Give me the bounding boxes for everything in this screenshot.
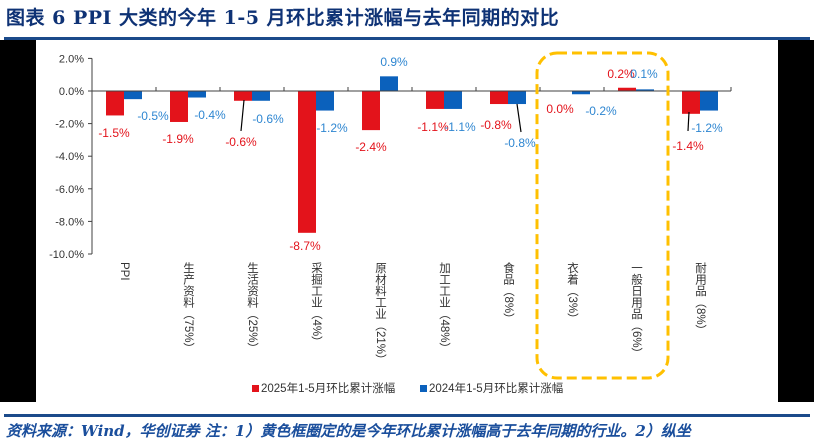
category-label: 生活资料（25%） bbox=[246, 261, 259, 354]
category-label: 食品（8%） bbox=[502, 261, 515, 325]
category-label: 原材料工业（21%） bbox=[374, 262, 387, 366]
bar bbox=[170, 91, 188, 122]
bar bbox=[636, 89, 654, 91]
data-label-2024: -1.2% bbox=[316, 121, 348, 135]
bar bbox=[618, 87, 636, 91]
y-tick-label: -6.0% bbox=[55, 184, 84, 196]
bars bbox=[106, 76, 718, 233]
category-labels: PPI 生产资料（75%） 生活资料（25%） 采掘工业（4%） 原材料工业（21%） 加… bbox=[118, 261, 707, 365]
data-label-2024: -0.8% bbox=[504, 136, 536, 150]
bar bbox=[188, 91, 206, 98]
bar bbox=[106, 91, 124, 116]
bar bbox=[444, 91, 462, 109]
category-label: 采掘工业（4%） bbox=[310, 262, 323, 348]
bar bbox=[316, 91, 334, 111]
data-label-2024: -0.5% bbox=[137, 109, 169, 123]
bar bbox=[124, 91, 142, 100]
leader-line bbox=[516, 103, 522, 133]
y-tick-label: -10.0% bbox=[49, 249, 84, 261]
highlight-box bbox=[535, 51, 670, 380]
category-label: 加工工业（48%） bbox=[438, 262, 451, 354]
leader-line bbox=[687, 111, 690, 132]
legend-swatch-2024 bbox=[420, 385, 427, 392]
data-label-2024: 0.9% bbox=[380, 55, 408, 69]
category-label: PPI bbox=[118, 262, 130, 281]
y-tick-label: 0.0% bbox=[59, 86, 84, 98]
footer-divider bbox=[4, 414, 810, 417]
data-label-2025: -2.4% bbox=[355, 140, 387, 154]
bar bbox=[380, 76, 398, 91]
bar bbox=[252, 91, 270, 101]
bar bbox=[508, 91, 526, 105]
bar bbox=[682, 91, 700, 114]
bar bbox=[572, 91, 590, 95]
leader-line bbox=[240, 99, 245, 132]
legend-label-2025: 2025年1-5月环比累计涨幅 bbox=[261, 381, 395, 395]
data-label-2025: -1.1% bbox=[417, 120, 449, 134]
legend: 2025年1-5月环比累计涨幅 2024年1-5月环比累计涨幅 bbox=[252, 381, 563, 395]
title-divider bbox=[4, 37, 810, 40]
category-label: 生产资料（75%） bbox=[182, 261, 195, 354]
y-tick-label: -2.0% bbox=[55, 119, 84, 131]
legend-swatch-2025 bbox=[252, 385, 259, 392]
data-labels: -1.5% -0.5% -1.9%-0.4% -0.6% -0.6% -8.7% -1.2%… bbox=[98, 55, 723, 253]
bar bbox=[234, 91, 252, 101]
data-label-2024: -1.1% bbox=[444, 120, 476, 134]
data-label-2025: -1.5% bbox=[98, 126, 130, 140]
data-label-2024: -0.4% bbox=[194, 108, 226, 122]
data-label-2025: -1.9% bbox=[162, 132, 194, 146]
source-note: 资料来源：Wind，华创证券 注：1）黄色框圈定的是今年环比累计涨幅高于去年同期… bbox=[6, 422, 691, 440]
category-label: 耐用品（8%） bbox=[694, 262, 707, 336]
data-label-2024: -0.6% bbox=[252, 112, 284, 126]
chart-title: 图表 6 PPI 大类的今年 1-5 月环比累计涨幅与去年同期的对比 bbox=[6, 7, 560, 29]
y-tick-label: -8.0% bbox=[55, 216, 84, 228]
bar bbox=[490, 91, 508, 105]
data-label-2024: 0.1% bbox=[630, 67, 658, 81]
data-label-2025: -0.8% bbox=[480, 118, 512, 132]
bar bbox=[700, 91, 718, 111]
left-black-margin bbox=[0, 40, 36, 402]
data-label-2025: 0.0% bbox=[546, 102, 574, 116]
y-tick-label: 2.0% bbox=[59, 53, 84, 65]
legend-label-2024: 2024年1-5月环比累计涨幅 bbox=[429, 381, 563, 395]
y-tick-label: -4.0% bbox=[55, 151, 84, 163]
data-label-2024: -1.2% bbox=[691, 121, 723, 135]
category-label: 一般日用品（6%） bbox=[630, 262, 643, 359]
category-label: 衣着（3%） bbox=[566, 261, 579, 325]
bar bbox=[298, 91, 316, 233]
highlight-dashed-box bbox=[535, 51, 670, 380]
bar bbox=[426, 91, 444, 109]
data-label-2025: -1.4% bbox=[672, 139, 704, 153]
data-label-2025: 0.2% bbox=[607, 67, 635, 81]
data-label-2025: -8.7% bbox=[289, 239, 321, 253]
bar bbox=[362, 91, 380, 131]
data-label-2024: -0.2% bbox=[585, 104, 617, 118]
y-axis: 2.0% 0.0% -2.0% -4.0% -6.0% -8.0% -10.0% bbox=[49, 53, 93, 261]
data-label-2025: -0.6% bbox=[225, 135, 257, 149]
right-black-margin bbox=[778, 40, 814, 402]
